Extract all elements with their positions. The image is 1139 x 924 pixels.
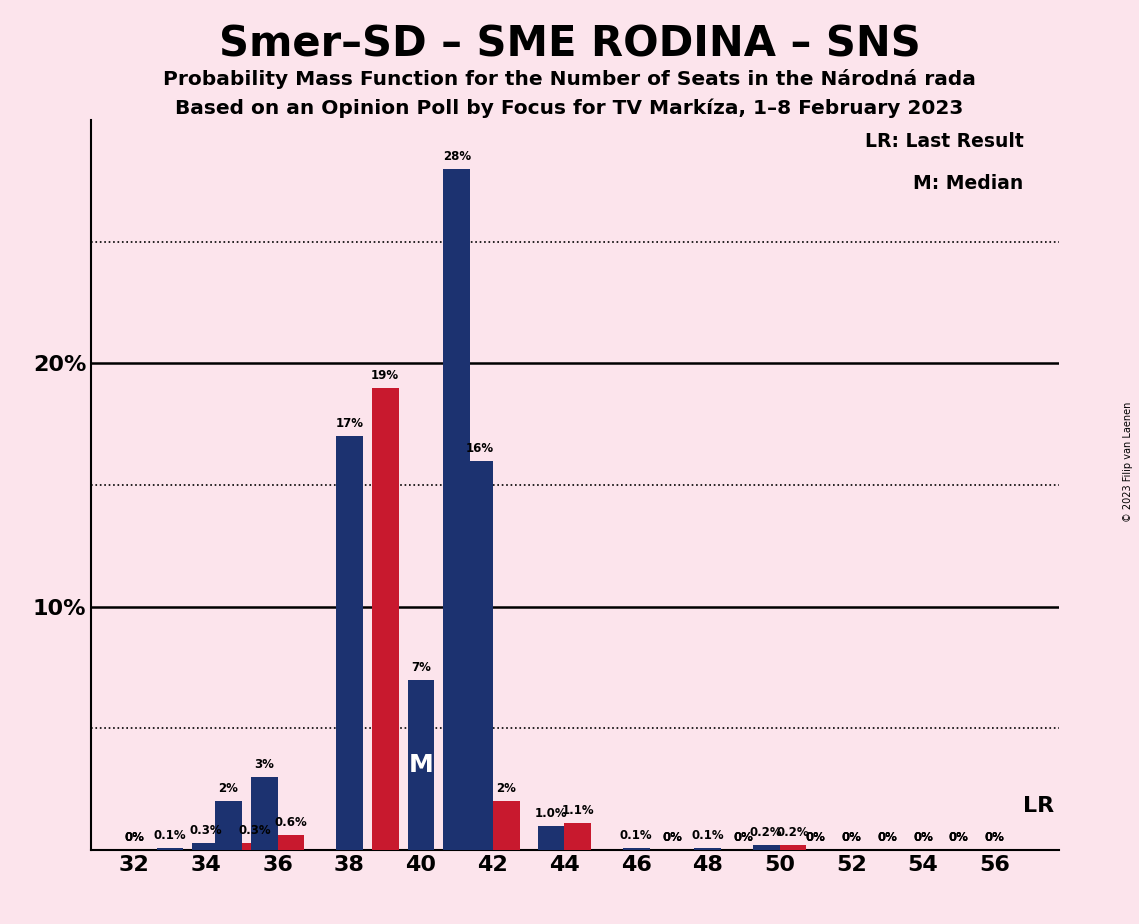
Text: 0%: 0% [877, 831, 898, 844]
Text: © 2023 Filip van Laenen: © 2023 Filip van Laenen [1123, 402, 1133, 522]
Text: M: Median: M: Median [913, 174, 1024, 192]
Text: Smer–SD – SME RODINA – SNS: Smer–SD – SME RODINA – SNS [219, 23, 920, 65]
Text: 0%: 0% [913, 831, 933, 844]
Text: M: M [409, 753, 433, 777]
Bar [695, 847, 721, 850]
Text: 0%: 0% [949, 831, 969, 844]
Bar [192, 843, 220, 850]
Bar [215, 801, 241, 850]
Bar [336, 436, 362, 850]
Text: Probability Mass Function for the Number of Seats in the Národná rada: Probability Mass Function for the Number… [163, 69, 976, 90]
Bar [251, 777, 278, 850]
Text: 17%: 17% [335, 418, 363, 431]
Text: 0.1%: 0.1% [691, 829, 724, 842]
Bar [408, 680, 434, 850]
Bar [443, 169, 470, 850]
Text: 2%: 2% [497, 783, 516, 796]
Text: 19%: 19% [371, 369, 399, 382]
Text: 0.1%: 0.1% [620, 829, 653, 842]
Text: LR: Last Result: LR: Last Result [865, 132, 1024, 152]
Bar [241, 843, 269, 850]
Text: 0.2%: 0.2% [777, 826, 810, 839]
Text: 0%: 0% [734, 831, 754, 844]
Text: 0%: 0% [949, 831, 969, 844]
Text: 0%: 0% [734, 831, 754, 844]
Text: 1.1%: 1.1% [562, 804, 595, 817]
Text: LR: LR [1024, 796, 1055, 816]
Text: 0%: 0% [124, 831, 145, 844]
Text: 3%: 3% [254, 758, 274, 771]
Text: 0%: 0% [805, 831, 826, 844]
Text: 0%: 0% [985, 831, 1005, 844]
Text: 0.2%: 0.2% [749, 826, 782, 839]
Text: 0%: 0% [985, 831, 1005, 844]
Text: 2%: 2% [219, 783, 238, 796]
Text: 0%: 0% [662, 831, 682, 844]
Bar [779, 845, 806, 850]
Bar [466, 461, 493, 850]
Text: 0.1%: 0.1% [154, 829, 187, 842]
Text: 0%: 0% [913, 831, 933, 844]
Text: 16%: 16% [465, 442, 493, 455]
Text: 0%: 0% [842, 831, 861, 844]
Text: 0%: 0% [662, 831, 682, 844]
Text: 28%: 28% [443, 150, 470, 163]
Text: 0.3%: 0.3% [239, 823, 271, 837]
Bar [493, 801, 519, 850]
Text: 0%: 0% [877, 831, 898, 844]
Bar [371, 388, 399, 850]
Text: 1.0%: 1.0% [534, 807, 567, 820]
Bar [565, 823, 591, 850]
Text: 0%: 0% [842, 831, 861, 844]
Bar [753, 845, 779, 850]
Text: 0.6%: 0.6% [274, 817, 308, 830]
Text: 0.3%: 0.3% [189, 823, 222, 837]
Bar [278, 835, 304, 850]
Bar [156, 847, 183, 850]
Bar [538, 826, 565, 850]
Text: 7%: 7% [411, 661, 431, 674]
Bar [623, 847, 649, 850]
Text: 0%: 0% [805, 831, 826, 844]
Text: Based on an Opinion Poll by Focus for TV Markíza, 1–8 February 2023: Based on an Opinion Poll by Focus for TV… [175, 99, 964, 118]
Text: 0%: 0% [124, 831, 145, 844]
